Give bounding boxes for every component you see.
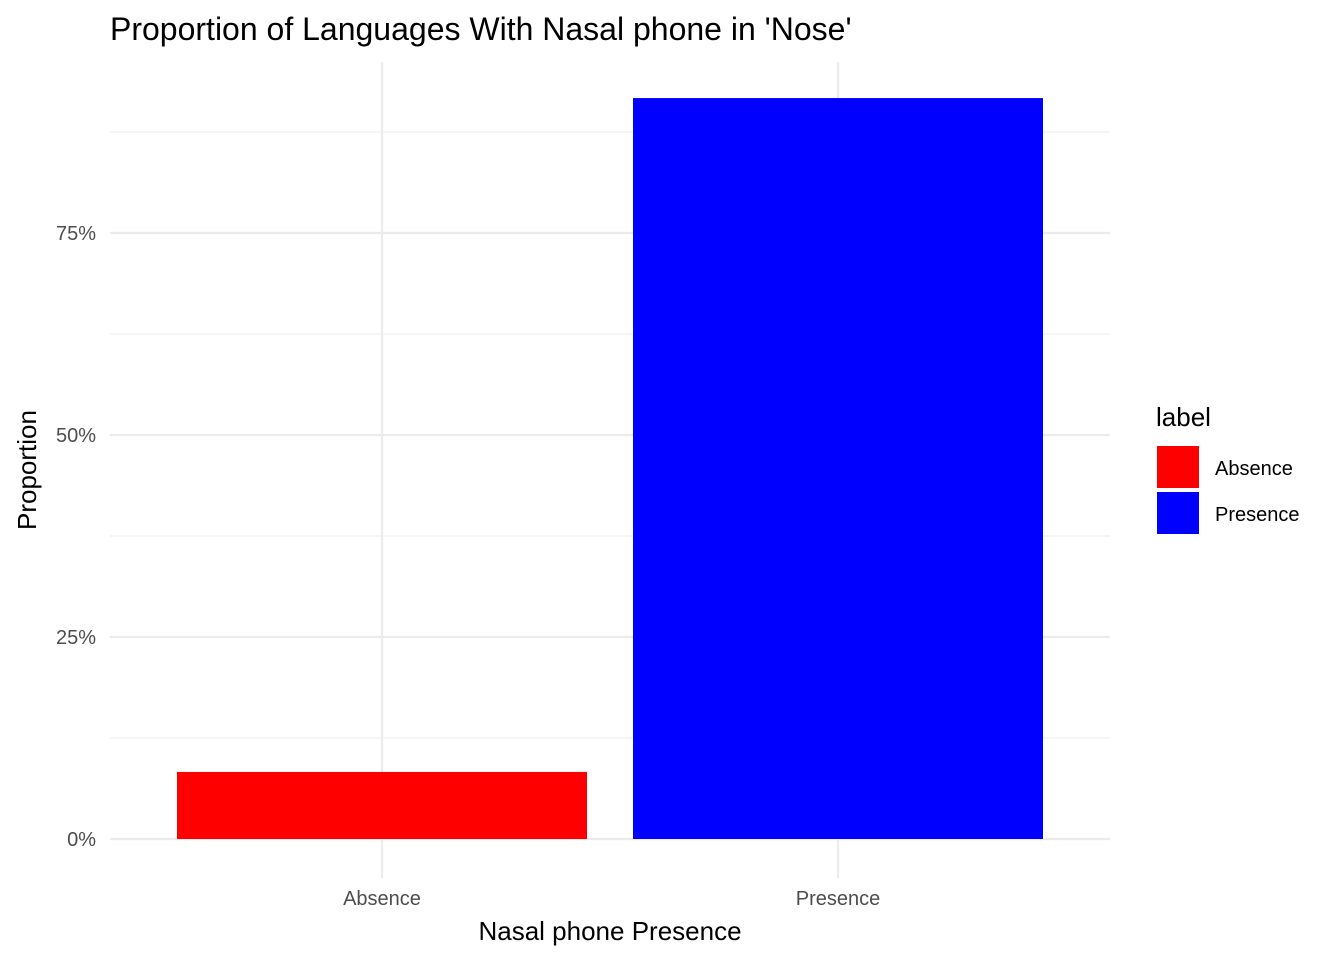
x-axis-title: Nasal phone Presence — [478, 916, 741, 946]
legend: label Absence Presence — [1156, 402, 1300, 534]
bars — [177, 98, 1043, 839]
chart-title: Proportion of Languages With Nasal phone… — [110, 11, 852, 47]
y-tick-label: 50% — [56, 425, 96, 447]
legend-swatch-absence — [1157, 446, 1199, 488]
bar-presence — [633, 98, 1043, 839]
y-tick-label: 0% — [67, 829, 96, 851]
legend-label-absence: Absence — [1215, 458, 1293, 480]
y-tick-labels: 0% 25% 50% 75% — [56, 223, 96, 851]
legend-title: label — [1156, 402, 1211, 432]
x-tick-label: Presence — [796, 888, 881, 910]
x-tick-label: Absence — [343, 888, 421, 910]
legend-swatch-presence — [1157, 492, 1199, 534]
legend-label-presence: Presence — [1215, 504, 1300, 526]
y-tick-label: 25% — [56, 627, 96, 649]
y-axis-title: Proportion — [12, 410, 42, 530]
bar-absence — [177, 771, 587, 839]
y-tick-label: 75% — [56, 223, 96, 245]
x-tick-labels: Absence Presence — [343, 888, 880, 910]
